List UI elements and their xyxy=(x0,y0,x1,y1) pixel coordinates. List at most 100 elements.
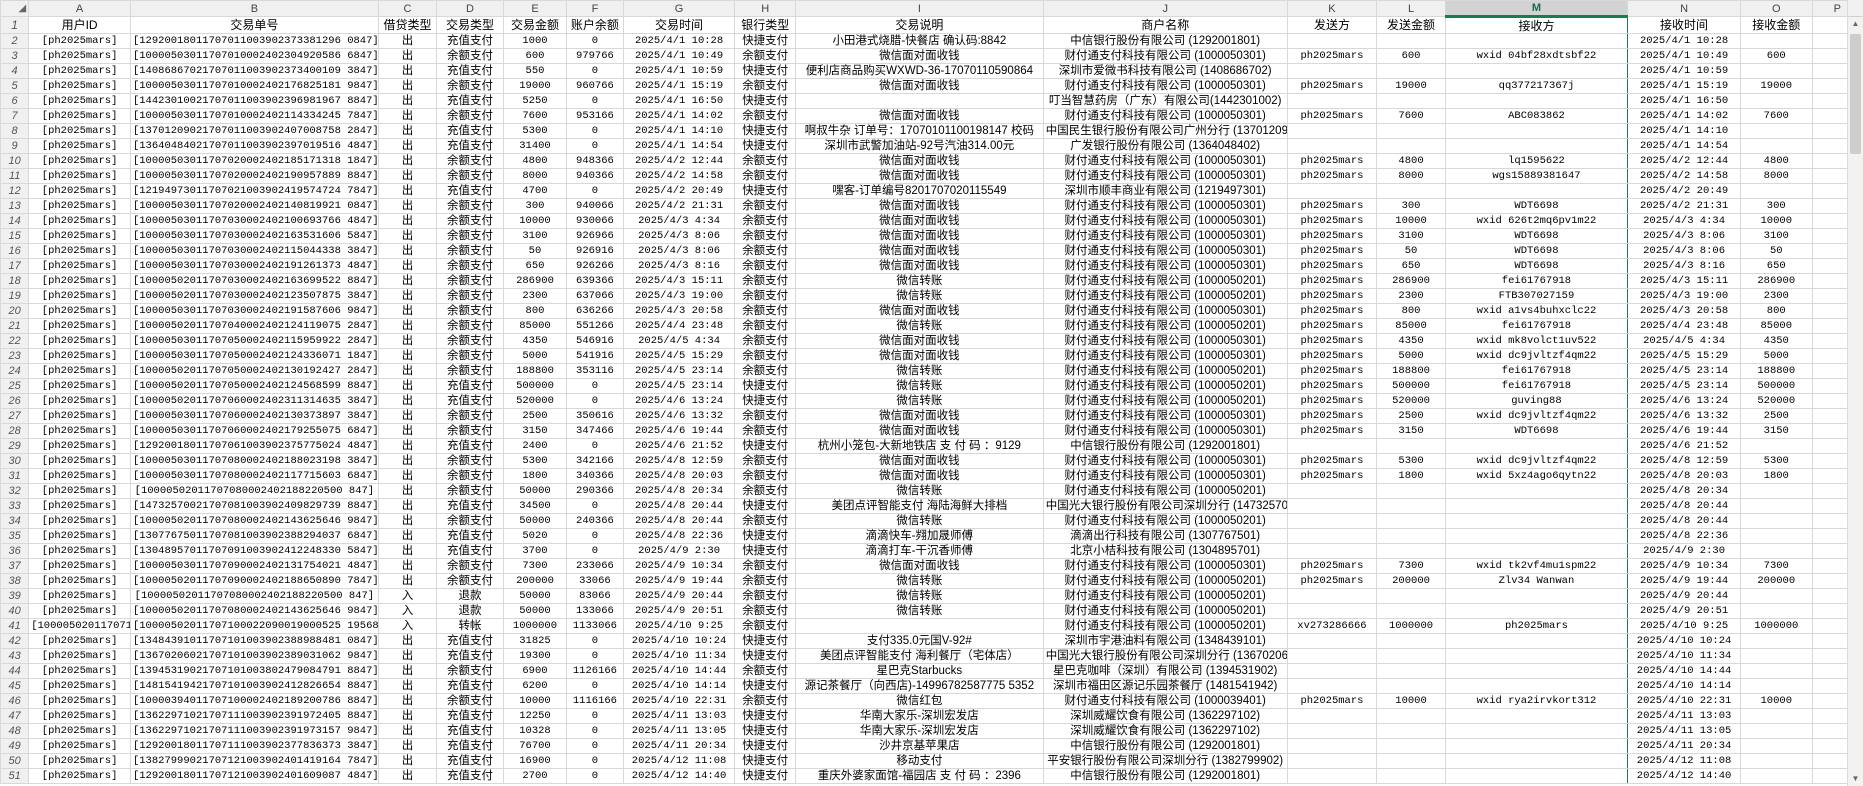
cell-transaction-desc[interactable]: 便利店商品购买WXWD-36-17070110590864 xyxy=(794,63,1044,79)
row-number[interactable]: 24 xyxy=(0,363,30,379)
cell-send-amount[interactable] xyxy=(1376,663,1446,679)
cell-user-id[interactable]: [ph2025mars] xyxy=(28,423,131,439)
cell-sender[interactable] xyxy=(1286,93,1378,109)
cell-account-balance[interactable]: 350616 xyxy=(566,408,624,424)
cell-transaction-time[interactable]: 2025/4/10 14:44 xyxy=(622,663,736,679)
cell-transaction-desc[interactable]: 微信面对面收钱 xyxy=(794,78,1044,94)
cell-account-balance[interactable]: 0 xyxy=(566,678,624,694)
row-number[interactable]: 21 xyxy=(0,318,30,334)
cell-account-balance[interactable]: 290366 xyxy=(566,483,624,499)
cell-transaction-time[interactable]: 2025/4/8 12:59 xyxy=(622,453,736,469)
cell-send-amount[interactable]: 2500 xyxy=(1376,408,1446,424)
cell-merchant-name[interactable]: 中信银行股份有限公司 (1292001801) xyxy=(1042,738,1288,754)
cell-merchant-name[interactable]: 星巴克咖啡（深圳）有限公司 (1394531902) xyxy=(1042,663,1288,679)
cell-receive-time[interactable]: 2025/4/5 15:29 xyxy=(1627,348,1741,364)
cell-send-amount[interactable] xyxy=(1376,603,1446,619)
cell-transaction-desc[interactable]: 支付335.0元国V-92# xyxy=(794,633,1044,649)
cell-account-balance[interactable]: 930066 xyxy=(566,213,624,229)
cell-account-balance[interactable]: 546916 xyxy=(566,333,624,349)
cell-transaction-no[interactable]: [10000503011707030002402100693766 4847] xyxy=(129,213,379,229)
table-row[interactable]: 50 [ph2025mars] [1382799902170712100390240… xyxy=(0,753,1863,769)
cell-transaction-desc[interactable]: 华南大家乐-深圳宏发店 xyxy=(794,723,1044,739)
cell-merchant-name[interactable]: 广发银行股份有限公司 (1364048402) xyxy=(1042,138,1288,154)
cell-account-balance[interactable]: 33066 xyxy=(566,573,624,589)
cell-account-balance[interactable]: 948366 xyxy=(566,153,624,169)
cell-debit-credit-type[interactable]: 出 xyxy=(377,378,438,394)
cell-transaction-no[interactable]: [10000503011707020002402140819921 0847] xyxy=(129,198,379,214)
cell-send-amount[interactable]: 600 xyxy=(1376,48,1446,64)
cell-transaction-time[interactable]: 2025/4/8 20:44 xyxy=(622,498,736,514)
table-row[interactable]: 48 [ph2025mars] [1362297102170711100390239… xyxy=(0,723,1863,739)
cell-send-amount[interactable] xyxy=(1376,183,1446,199)
cell-transaction-amount[interactable]: 10000 xyxy=(502,693,568,709)
cell-account-balance[interactable]: 953166 xyxy=(566,108,624,124)
cell-transaction-amount[interactable]: 4350 xyxy=(502,333,568,349)
cell-transaction-time[interactable]: 2025/4/3 15:11 xyxy=(622,273,736,289)
cell-receive-amount[interactable] xyxy=(1739,33,1813,49)
cell-sender[interactable]: ph2025mars xyxy=(1286,273,1378,289)
row-number[interactable]: 9 xyxy=(0,138,30,154)
cell-send-amount[interactable] xyxy=(1376,93,1446,109)
cell-account-balance[interactable]: 1116166 xyxy=(566,693,624,709)
cell-transaction-type[interactable]: 余额支付 xyxy=(436,318,504,334)
cell-debit-credit-type[interactable]: 出 xyxy=(377,93,438,109)
cell-account-balance[interactable]: 0 xyxy=(566,93,624,109)
cell-receive-amount[interactable] xyxy=(1739,543,1813,559)
cell-bank-type[interactable]: 快捷支付 xyxy=(734,498,796,514)
cell-transaction-amount[interactable]: 19300 xyxy=(502,648,568,664)
cell-user-id[interactable]: [ph2025mars] xyxy=(28,663,131,679)
cell-receive-time[interactable]: 2025/4/1 14:10 xyxy=(1627,123,1741,139)
cell-receive-time[interactable]: 2025/4/9 20:51 xyxy=(1627,603,1741,619)
cell-debit-credit-type[interactable]: 出 xyxy=(377,138,438,154)
cell-debit-credit-type[interactable]: 出 xyxy=(377,273,438,289)
cell-receive-amount[interactable] xyxy=(1739,438,1813,454)
cell-merchant-name[interactable]: 财付通支付科技有限公司 (1000050201) xyxy=(1042,363,1288,379)
cell-transaction-no[interactable]: [13670206021707101003902389031062 9847] xyxy=(129,648,379,664)
cell-receive-time[interactable]: 2025/4/1 14:54 xyxy=(1627,138,1741,154)
cell-transaction-no[interactable]: [10000503011707050002402115959922 2847] xyxy=(129,333,379,349)
table-row[interactable]: 32 [ph2025mars] [1000050201170708000240218… xyxy=(0,483,1863,499)
cell-user-id[interactable]: [ph2025mars] xyxy=(28,63,131,79)
cell-receive-time[interactable]: 2025/4/8 22:36 xyxy=(1627,528,1741,544)
cell-account-balance[interactable]: 353116 xyxy=(566,363,624,379)
cell-receive-amount[interactable]: 19000 xyxy=(1739,78,1813,94)
cell-transaction-time[interactable]: 2025/4/1 14:10 xyxy=(622,123,736,139)
cell-transaction-amount[interactable]: 2700 xyxy=(502,768,568,784)
row-number[interactable]: 36 xyxy=(0,543,30,559)
cell-receive-time[interactable]: 2025/4/3 8:06 xyxy=(1627,243,1741,259)
cell-receiver[interactable]: wxid a1vs4buhxclc22 xyxy=(1444,303,1629,319)
table-row[interactable]: 6 [ph2025mars] [14423010021707011003902396… xyxy=(0,93,1863,109)
row-number[interactable]: 41 xyxy=(0,618,30,634)
row-number[interactable]: 39 xyxy=(0,588,30,604)
cell-sender[interactable] xyxy=(1286,513,1378,529)
cell-transaction-amount[interactable]: 19000 xyxy=(502,78,568,94)
cell-bank-type[interactable]: 快捷支付 xyxy=(734,438,796,454)
cell-merchant-name[interactable]: 财付通支付科技有限公司 (1000050201) xyxy=(1042,513,1288,529)
cell-bank-type[interactable]: 快捷支付 xyxy=(734,378,796,394)
cell-debit-credit-type[interactable]: 出 xyxy=(377,678,438,694)
cell-send-amount[interactable] xyxy=(1376,123,1446,139)
cell-send-amount[interactable]: 650 xyxy=(1376,258,1446,274)
cell-transaction-amount[interactable]: 2400 xyxy=(502,438,568,454)
cell-account-balance[interactable]: 0 xyxy=(566,648,624,664)
cell-receiver[interactable] xyxy=(1444,513,1629,529)
cell-bank-type[interactable]: 余额支付 xyxy=(734,108,796,124)
cell-transaction-amount[interactable]: 50000 xyxy=(502,603,568,619)
cell-debit-credit-type[interactable]: 出 xyxy=(377,258,438,274)
cell-sender[interactable] xyxy=(1286,738,1378,754)
table-row[interactable]: 21 [ph2025mars] [1000050201170704000240212… xyxy=(0,318,1863,334)
cell-transaction-desc[interactable]: 微信面对面收钱 xyxy=(794,408,1044,424)
cell-transaction-desc[interactable]: 微信红包 xyxy=(794,693,1044,709)
cell-transaction-no[interactable]: [14423010021707011003902396981967 8847] xyxy=(129,93,379,109)
cell-sender[interactable]: ph2025mars xyxy=(1286,153,1378,169)
cell-transaction-amount[interactable]: 800 xyxy=(502,303,568,319)
cell-account-balance[interactable]: 636266 xyxy=(566,303,624,319)
cell-debit-credit-type[interactable]: 出 xyxy=(377,753,438,769)
cell-receive-amount[interactable] xyxy=(1739,663,1813,679)
cell-transaction-amount[interactable]: 2500 xyxy=(502,408,568,424)
cell-receiver[interactable] xyxy=(1444,438,1629,454)
cell-receiver[interactable]: guving88 xyxy=(1444,393,1629,409)
cell-transaction-amount[interactable]: 550 xyxy=(502,63,568,79)
cell-user-id[interactable]: [ph2025mars] xyxy=(28,273,131,289)
column-header-j[interactable]: J xyxy=(1042,0,1288,17)
